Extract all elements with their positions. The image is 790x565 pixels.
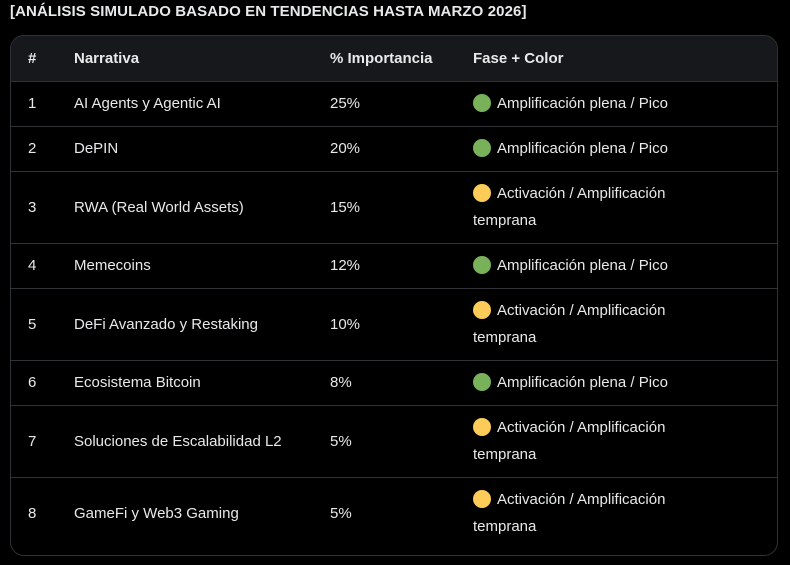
cell-fase: Activación / Amplificación temprana bbox=[473, 171, 777, 243]
cell-narrativa: Ecosistema Bitcoin bbox=[74, 374, 201, 391]
table-row: 1 AI Agents y Agentic AI 25% Amplificaci… bbox=[11, 81, 777, 126]
cell-narrativa: AI Agents y Agentic AI bbox=[74, 95, 221, 112]
header-fase: Fase + Color bbox=[473, 49, 564, 67]
yellow-circle-icon bbox=[473, 418, 491, 436]
cell-num: 5 bbox=[28, 315, 37, 333]
narratives-table-container: # Narrativa % Importancia Fase + Color 1… bbox=[10, 35, 778, 556]
cell-narrativa: DePIN bbox=[74, 140, 119, 157]
fase-label: Amplificación plena / Pico bbox=[497, 140, 668, 157]
page-title: [ANÁLISIS SIMULADO BASADO EN TENDENCIAS … bbox=[10, 3, 527, 20]
cell-fase: Amplificación plena / Pico bbox=[473, 243, 777, 288]
cell-narrativa: Memecoins bbox=[74, 257, 151, 274]
header-importancia: % Importancia bbox=[330, 49, 433, 67]
yellow-circle-icon bbox=[473, 490, 491, 509]
cell-importancia: 12% bbox=[330, 257, 361, 274]
fase-label: Amplificación plena / Pico bbox=[497, 374, 668, 391]
cell-importancia: 25% bbox=[330, 95, 361, 112]
cell-importancia: 10% bbox=[330, 315, 361, 333]
cell-fase: Activación / Amplificación temprana bbox=[473, 477, 777, 549]
cell-importancia: 20% bbox=[330, 140, 361, 157]
cell-importancia: 5% bbox=[330, 504, 352, 522]
fase-label: Activación / Amplificación temprana bbox=[473, 419, 666, 463]
table-row: 7 Soluciones de Escalabilidad L2 5% Acti… bbox=[11, 405, 777, 477]
table-header: # Narrativa % Importancia Fase + Color bbox=[11, 36, 777, 81]
green-circle-icon bbox=[473, 256, 491, 274]
fase-label: Activación / Amplificación temprana bbox=[473, 185, 666, 229]
cell-importancia: 15% bbox=[330, 198, 361, 216]
cell-num: 8 bbox=[28, 504, 37, 522]
green-circle-icon bbox=[473, 94, 491, 112]
table-row: 5 DeFi Avanzado y Restaking 10% Activaci… bbox=[11, 288, 777, 360]
cell-fase: Amplificación plena / Pico bbox=[473, 81, 777, 126]
cell-fase: Amplificación plena / Pico bbox=[473, 360, 777, 405]
yellow-circle-icon bbox=[473, 301, 491, 319]
cell-num: 4 bbox=[28, 257, 37, 274]
fase-label: Amplificación plena / Pico bbox=[497, 257, 668, 274]
cell-num: 6 bbox=[28, 374, 37, 391]
table-row: 4 Memecoins 12% Amplificación plena / Pi… bbox=[11, 243, 777, 288]
cell-num: 2 bbox=[28, 140, 37, 157]
table-body: 1 AI Agents y Agentic AI 25% Amplificaci… bbox=[11, 81, 777, 549]
cell-importancia: 8% bbox=[330, 374, 352, 391]
green-circle-icon bbox=[473, 139, 491, 157]
green-circle-icon bbox=[473, 373, 491, 391]
cell-fase: Amplificación plena / Pico bbox=[473, 126, 777, 171]
cell-narrativa: DeFi Avanzado y Restaking bbox=[74, 315, 258, 333]
table-row: 2 DePIN 20% Amplificación plena / Pico bbox=[11, 126, 777, 171]
cell-num: 3 bbox=[28, 198, 37, 216]
fase-label: Activación / Amplificación temprana bbox=[473, 302, 666, 346]
header-num: # bbox=[28, 49, 37, 67]
cell-fase: Activación / Amplificación temprana bbox=[473, 405, 777, 477]
table-row: 8 GameFi y Web3 Gaming 5% Activación / A… bbox=[11, 477, 777, 549]
cell-narrativa: Soluciones de Escalabilidad L2 bbox=[74, 432, 282, 450]
header-narrativa: Narrativa bbox=[74, 49, 140, 67]
cell-narrativa: RWA (Real World Assets) bbox=[74, 198, 244, 216]
table-header-row: # Narrativa % Importancia Fase + Color bbox=[11, 36, 777, 81]
yellow-circle-icon bbox=[473, 184, 491, 202]
cell-importancia: 5% bbox=[330, 432, 352, 450]
table-row: 3 RWA (Real World Assets) 15% Activación… bbox=[11, 171, 777, 243]
fase-label: Amplificación plena / Pico bbox=[497, 95, 668, 112]
cell-narrativa: GameFi y Web3 Gaming bbox=[74, 504, 239, 522]
narratives-table: # Narrativa % Importancia Fase + Color 1… bbox=[11, 36, 777, 549]
cell-num: 7 bbox=[28, 432, 37, 450]
table-row: 6 Ecosistema Bitcoin 8% Amplificación pl… bbox=[11, 360, 777, 405]
cell-fase: Activación / Amplificación temprana bbox=[473, 288, 777, 360]
fase-label: Activación / Amplificación temprana bbox=[473, 491, 666, 536]
cell-num: 1 bbox=[28, 95, 37, 112]
